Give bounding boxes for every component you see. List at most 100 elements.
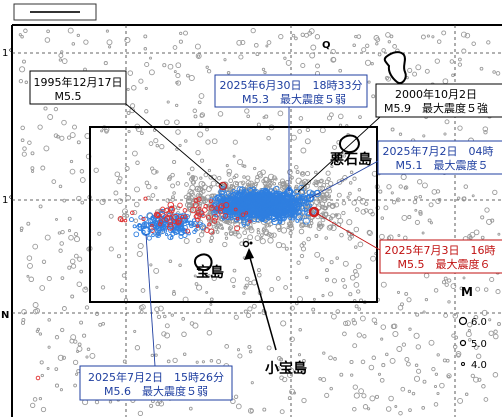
background-epicenter — [479, 66, 484, 71]
background-epicenter — [196, 54, 201, 58]
background-epicenter — [412, 71, 418, 77]
background-epicenter — [415, 64, 422, 71]
background-epicenter — [467, 322, 473, 328]
background-epicenter — [214, 225, 219, 230]
recent-epicenter — [245, 200, 249, 204]
background-epicenter — [164, 332, 171, 339]
background-epicenter — [288, 224, 292, 229]
island-kodakara-outline — [242, 240, 253, 248]
background-epicenter — [379, 233, 385, 240]
background-epicenter — [483, 287, 489, 292]
recent-epicenter — [290, 213, 295, 217]
background-epicenter — [83, 39, 89, 45]
background-epicenter — [415, 344, 421, 350]
background-epicenter — [454, 335, 459, 340]
background-epicenter — [483, 130, 488, 135]
background-epicenter — [39, 360, 44, 365]
background-epicenter — [178, 39, 183, 44]
background-epicenter — [228, 231, 234, 237]
recent-epicenter — [293, 216, 297, 220]
callout-20250703-date: 2025年7月3日 16時 — [385, 243, 496, 257]
background-epicenter — [459, 286, 464, 291]
background-epicenter — [306, 236, 311, 242]
background-epicenter — [324, 236, 328, 240]
recent-epicenter — [142, 216, 148, 222]
background-epicenter — [192, 108, 198, 114]
background-epicenter — [274, 177, 278, 181]
background-epicenter — [230, 277, 237, 284]
background-epicenter — [195, 149, 201, 156]
recent-epicenter — [224, 213, 232, 221]
recent-epicenter — [299, 199, 306, 205]
background-epicenter — [293, 391, 297, 395]
background-epicenter — [188, 406, 193, 411]
background-epicenter — [209, 297, 214, 302]
background-epicenter — [249, 408, 254, 413]
historic-epicenter — [211, 213, 219, 221]
background-epicenter — [94, 311, 100, 316]
recent-epicenter — [256, 214, 261, 219]
background-epicenter — [85, 355, 89, 359]
background-epicenter — [311, 307, 316, 312]
background-epicenter — [310, 44, 317, 51]
recent-epicenter — [267, 201, 273, 208]
recent-epicenter — [279, 199, 282, 203]
background-epicenter — [165, 198, 170, 203]
background-epicenter — [266, 345, 272, 351]
background-epicenter — [80, 200, 85, 205]
background-epicenter — [275, 276, 281, 281]
background-epicenter — [233, 394, 239, 399]
recent-epicenter — [187, 220, 193, 225]
background-epicenter — [61, 355, 66, 360]
background-epicenter — [187, 206, 193, 212]
background-epicenter — [426, 34, 430, 38]
background-epicenter — [280, 320, 287, 327]
background-epicenter — [79, 320, 84, 325]
background-epicenter — [302, 369, 307, 374]
background-epicenter — [315, 63, 320, 69]
scale-bar — [13, 3, 97, 21]
background-epicenter — [51, 179, 57, 184]
background-epicenter — [317, 186, 323, 191]
background-epicenter — [371, 94, 376, 99]
background-epicenter — [43, 106, 48, 111]
background-epicenter — [226, 172, 232, 177]
background-epicenter — [227, 186, 233, 192]
recent-epicenter — [231, 195, 236, 200]
background-epicenter — [257, 171, 263, 177]
background-epicenter — [429, 221, 433, 225]
recent-epicenter — [299, 209, 306, 216]
background-epicenter — [342, 331, 347, 337]
recent-epicenter — [247, 191, 253, 197]
background-epicenter — [319, 178, 324, 184]
background-epicenter — [246, 114, 251, 119]
background-epicenter — [100, 129, 104, 133]
background-epicenter — [24, 80, 29, 85]
background-epicenter — [354, 207, 360, 212]
background-epicenter — [59, 388, 63, 392]
background-epicenter — [388, 395, 394, 402]
recent-epicenter — [249, 204, 254, 210]
background-epicenter — [132, 150, 138, 157]
background-epicenter — [378, 189, 383, 194]
background-epicenter — [406, 297, 412, 303]
background-epicenter — [135, 160, 140, 166]
callout-2025-07-03: 2025年7月3日 16時 M5.5 最大震度６ — [379, 239, 502, 274]
background-epicenter — [268, 232, 275, 238]
background-epicenter — [489, 276, 495, 283]
background-epicenter — [457, 125, 463, 131]
historic-epicenter — [143, 196, 148, 201]
background-epicenter — [357, 187, 362, 192]
background-epicenter — [329, 386, 333, 391]
recent-epicenter — [290, 216, 295, 221]
background-epicenter — [390, 191, 394, 195]
background-epicenter — [421, 182, 428, 189]
background-epicenter — [462, 196, 467, 201]
background-epicenter — [324, 392, 330, 398]
background-epicenter — [411, 391, 416, 396]
historic-epicenter — [192, 201, 199, 209]
background-epicenter — [105, 29, 109, 33]
background-epicenter — [483, 397, 489, 402]
background-epicenter — [38, 204, 43, 209]
background-epicenter — [205, 139, 211, 145]
